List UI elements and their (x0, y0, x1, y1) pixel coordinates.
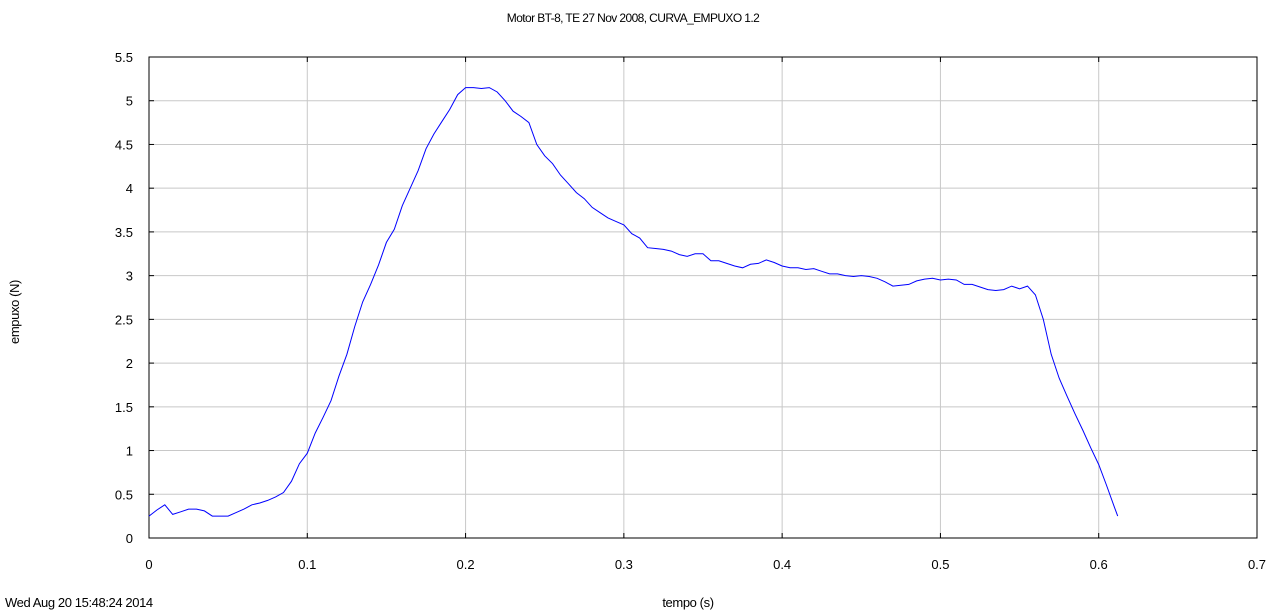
timestamp-label: Wed Aug 20 15:48:24 2014 (5, 595, 153, 610)
x-tick-label: 0.3 (615, 557, 633, 572)
y-tick-label: 5.5 (115, 50, 133, 65)
y-axis-label: empuxo (N) (7, 280, 22, 344)
y-tick-label: 3 (126, 269, 133, 284)
y-tick-label: 5 (126, 94, 133, 109)
x-axis-label: tempo (s) (662, 595, 713, 610)
x-tick-label: 0.4 (773, 557, 791, 572)
x-tick-label: 0.2 (457, 557, 475, 572)
y-tick-label: 4 (126, 181, 133, 196)
x-tick-label: 0.7 (1248, 557, 1266, 572)
x-tick-label: 0 (145, 557, 152, 572)
y-tick-label: 1 (126, 444, 133, 459)
y-tick-label: 0 (126, 531, 133, 546)
y-tick-label: 2 (126, 356, 133, 371)
y-tick-label: 0.5 (115, 487, 133, 502)
y-tick-label: 4.5 (115, 137, 133, 152)
y-tick-label: 1.5 (115, 400, 133, 415)
x-tick-label: 0.5 (931, 557, 949, 572)
x-tick-label: 0.6 (1090, 557, 1108, 572)
x-axis-ticks: 0 0.1 0.2 0.3 0.4 0.5 0.6 0.7 (145, 57, 1266, 572)
grid (149, 57, 1257, 538)
thrust-series-line (148, 87, 1119, 517)
plot-frame (148, 56, 1258, 539)
y-tick-label: 3.5 (115, 225, 133, 240)
y-axis-ticks: 0 0.5 1 1.5 2 2.5 3 3.5 4 4.5 5 5.5 (115, 50, 1257, 546)
y-tick-label: 2.5 (115, 312, 133, 327)
chart-title: Motor BT-8, TE 27 Nov 2008, CURVA_EMPUXO… (507, 11, 760, 25)
x-tick-label: 0.1 (298, 557, 316, 572)
